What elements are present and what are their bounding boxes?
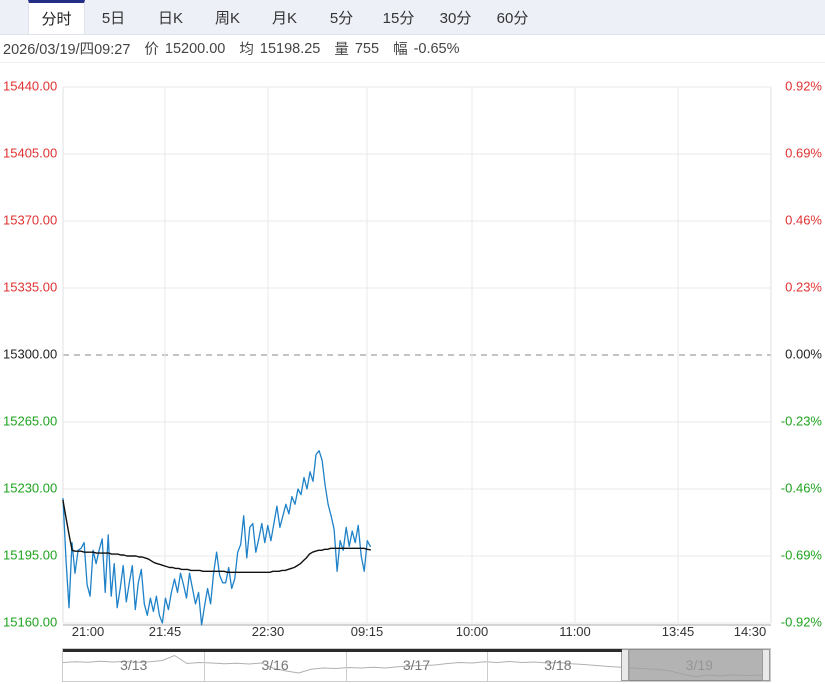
time-axis-label: 21:45 xyxy=(149,624,182,639)
avg-label: 均 xyxy=(239,42,254,58)
percent-axis-label: 0.69% xyxy=(785,145,822,160)
tab-30分[interactable]: 30分 xyxy=(439,9,472,27)
tab-分时[interactable]: 分时 xyxy=(28,0,85,34)
time-axis-label: 09:15 xyxy=(351,624,384,639)
navigator-left-handle[interactable] xyxy=(620,649,629,681)
time-axis-label: 11:00 xyxy=(559,624,591,639)
navigator-section-divider xyxy=(204,649,206,681)
tab-60分[interactable]: 60分 xyxy=(496,9,529,27)
percent-axis-label: 0.46% xyxy=(785,212,822,227)
price-axis-label: 15230.00 xyxy=(3,480,57,495)
percent-axis-label: -0.69% xyxy=(781,547,823,562)
volume-value: 755 xyxy=(354,40,380,57)
percent-axis-label: 0.92% xyxy=(785,78,822,93)
navigator-top-bar xyxy=(63,649,622,652)
price-value: 15200.00 xyxy=(164,40,226,57)
tab-5分[interactable]: 5分 xyxy=(329,9,354,27)
price-line xyxy=(62,450,371,626)
time-axis-label: 10:00 xyxy=(456,624,489,639)
price-axis-label: 15265.00 xyxy=(3,413,57,428)
price-axis-label: 15195.00 xyxy=(3,547,57,562)
price-axis-label: 15335.00 xyxy=(3,279,57,294)
time-axis-label: 13:45 xyxy=(662,624,695,639)
percent-axis-label: -0.92% xyxy=(781,614,823,629)
navigator-date-3/17[interactable]: 3/17 xyxy=(402,657,431,673)
navigator-selection[interactable] xyxy=(620,649,770,681)
date-navigator[interactable]: 3/133/163/173/183/19 xyxy=(62,648,771,682)
intraday-chart-area[interactable]: 15440.00 0.92% 15405.00 0.69% 15370.00 0.46% 1… xyxy=(0,63,825,648)
chart-period-tabs: 分时 5日 日K 周K 月K 5分 15分 30分 60分 xyxy=(0,0,825,35)
volume-label: 量 xyxy=(334,42,349,58)
price-axis-label: 15440.00 xyxy=(3,78,57,93)
average-line xyxy=(62,499,371,573)
navigator-date-3/13[interactable]: 3/13 xyxy=(120,657,148,673)
avg-value: 15198.25 xyxy=(259,40,321,57)
navigator-date-3/16[interactable]: 3/16 xyxy=(261,657,289,673)
percent-axis-label: -0.46% xyxy=(781,480,823,495)
price-axis-label: 15300.00 xyxy=(3,346,57,361)
navigator-section-divider xyxy=(487,649,489,681)
tab-15分[interactable]: 15分 xyxy=(382,9,415,27)
tab-日K[interactable]: 日K xyxy=(157,9,183,27)
range-value: -0.65% xyxy=(413,40,460,57)
tab-月K[interactable]: 月K xyxy=(271,9,297,27)
tab-5日[interactable]: 5日 xyxy=(101,9,126,27)
range-label: 幅 xyxy=(393,42,408,58)
percent-axis-label: 0.23% xyxy=(785,279,822,294)
navigator-right-handle[interactable] xyxy=(761,649,770,681)
price-axis-label: 15370.00 xyxy=(3,212,57,227)
tab-周K[interactable]: 周K xyxy=(214,9,240,27)
time-axis-label: 21:00 xyxy=(72,624,105,639)
navigator-date-3/18[interactable]: 3/18 xyxy=(544,657,572,673)
quote-datetime: 2026/03/19/四09:27 xyxy=(3,42,131,58)
navigator-section-divider xyxy=(345,649,347,681)
navigator-selection-box[interactable] xyxy=(628,649,762,681)
time-axis-label: 22:30 xyxy=(252,624,285,639)
percent-axis-label: -0.23% xyxy=(781,413,823,428)
percent-axis-label: 0.00% xyxy=(785,346,822,361)
intraday-chart[interactable]: 15440.00 0.92% 15405.00 0.69% 15370.00 0.46% 1… xyxy=(0,63,825,648)
price-axis-label: 15160.00 xyxy=(3,614,57,629)
time-axis-label: 14:30 xyxy=(734,624,767,639)
price-label: 价 xyxy=(144,42,159,58)
price-axis-label: 15405.00 xyxy=(3,145,57,160)
